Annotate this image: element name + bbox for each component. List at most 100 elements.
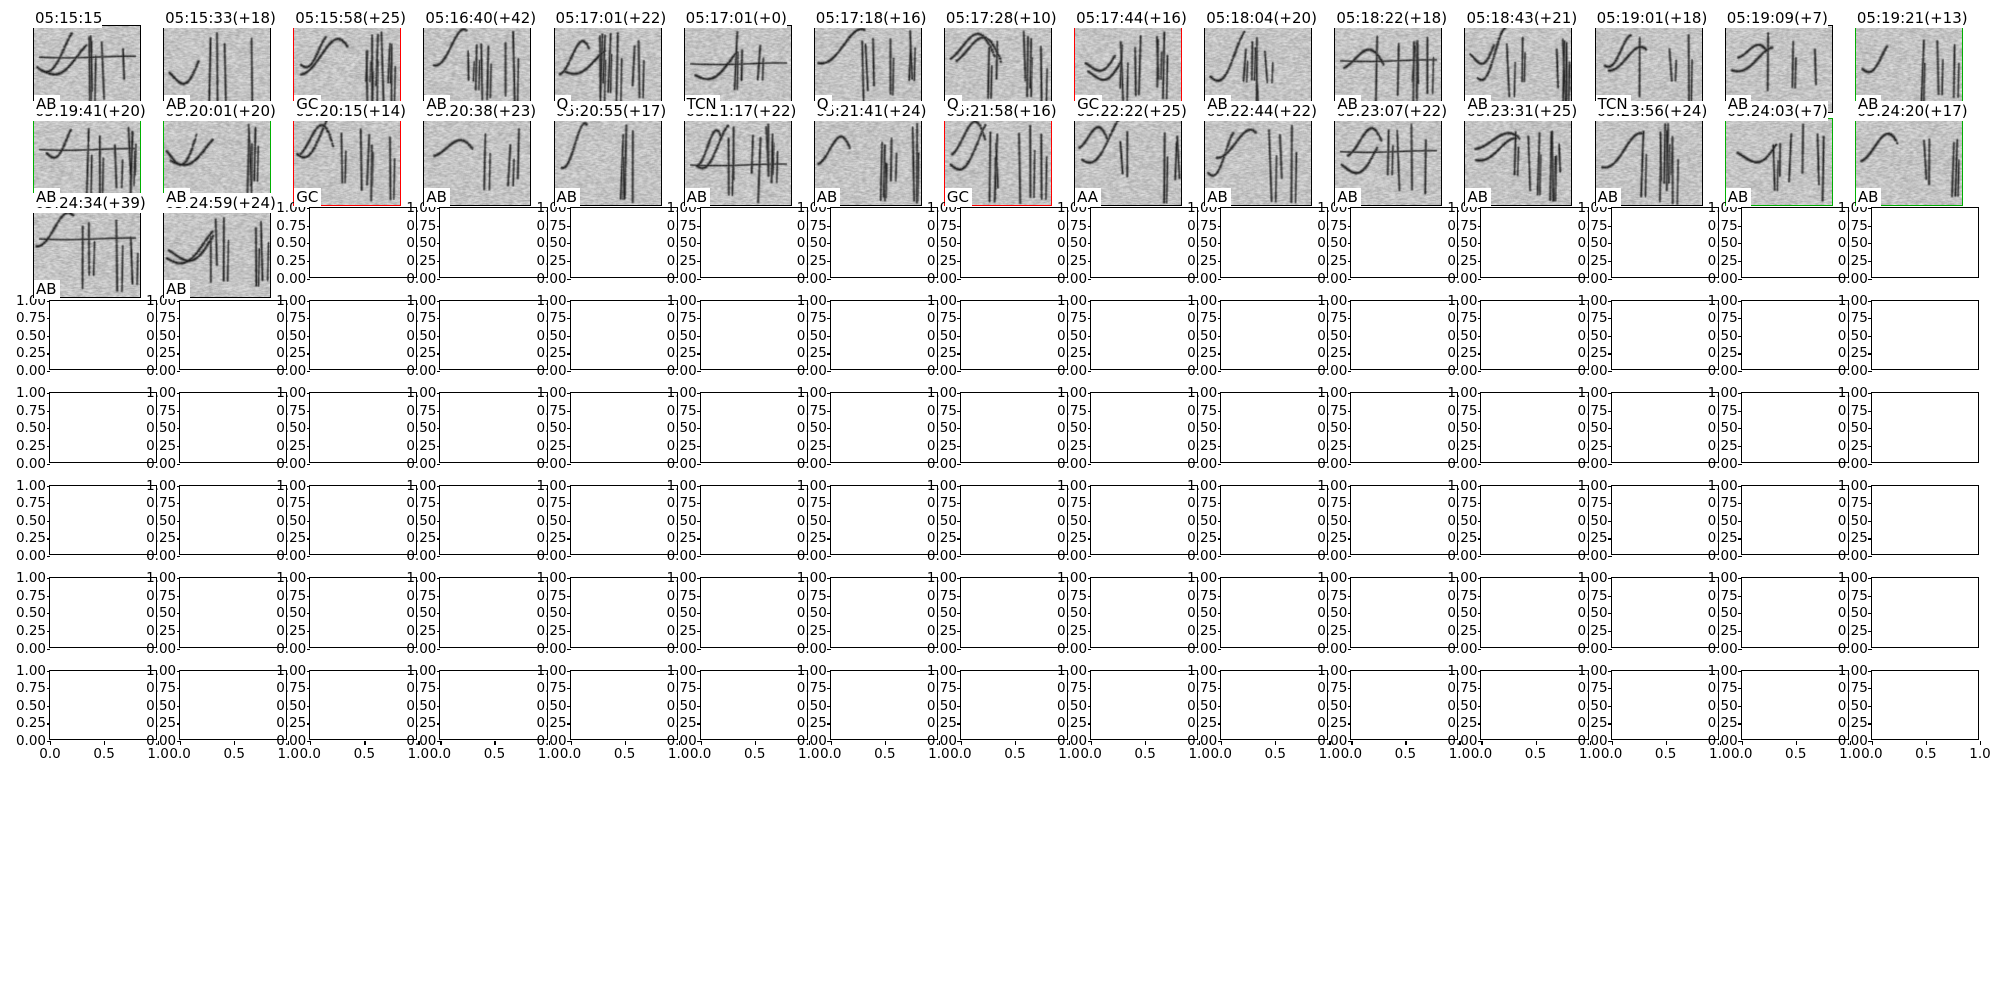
spectrogram-panel[interactable]: 05:16:40(+42) AB	[423, 8, 537, 114]
spectrogram-panel[interactable]: 05:24:34(+39) AB	[33, 193, 146, 299]
empty-axes[interactable]: 1.00 0.75 0.50 0.25 0.00	[16, 385, 158, 472]
empty-axes[interactable]: 1.00 0.75 0.50 0.25 0.00	[16, 478, 158, 564]
spectrogram-panel[interactable]: 05:20:15(+14) GC	[293, 100, 406, 207]
empty-axes[interactable]: 1.00 0.75 0.50 0.25 0.00 0.0 0.5 1.0	[406, 663, 559, 763]
spectrogram-panel[interactable]: 05:21:41(+24) AB	[813, 100, 927, 207]
empty-axes[interactable]: 1.00 0.75 0.50 0.25 0.00	[406, 200, 548, 287]
empty-axes[interactable]: 1.00 0.75 0.50 0.25 0.00	[1708, 570, 1849, 657]
empty-axes[interactable]: 1.00 0.75 0.50 0.25 0.00	[667, 200, 808, 287]
empty-axes[interactable]: 1.00 0.75 0.50 0.25 0.00	[927, 478, 1069, 564]
empty-axes[interactable]: 1.00 0.75 0.50 0.25 0.00	[16, 293, 158, 379]
spectrogram-panel[interactable]: 05:18:04(+20) AB	[1204, 8, 1317, 114]
empty-axes[interactable]: 1.00 0.75 0.50 0.25 0.00	[276, 385, 418, 472]
empty-axes[interactable]: 1.00 0.75 0.50 0.25 0.00	[1708, 293, 1849, 379]
spectrogram-panel[interactable]: 05:20:55(+17) AB	[553, 100, 667, 207]
spectrogram-panel[interactable]: 05:19:41(+20) AB	[33, 100, 146, 207]
empty-axes[interactable]: 1.00 0.75 0.50 0.25 0.00 0.0 0.5 1.0	[16, 663, 169, 763]
empty-axes[interactable]: 1.00 0.75 0.50 0.25 0.00	[1447, 385, 1589, 472]
empty-axes[interactable]: 1.00 0.75 0.50 0.25 0.00	[1187, 570, 1329, 657]
empty-axes[interactable]: 1.00 0.75 0.50 0.25 0.00	[1317, 293, 1459, 379]
empty-axes[interactable]: 1.00 0.75 0.50 0.25 0.00	[536, 200, 678, 287]
empty-axes[interactable]: 1.00 0.75 0.50 0.25 0.00	[406, 293, 548, 379]
empty-axes[interactable]: 1.00 0.75 0.50 0.25 0.00	[1057, 478, 1199, 564]
empty-axes[interactable]: 1.00 0.75 0.50 0.25 0.00	[1317, 570, 1459, 657]
empty-axes[interactable]: 1.00 0.75 0.50 0.25 0.00	[276, 478, 418, 564]
empty-axes[interactable]: 1.00 0.75 0.50 0.25 0.00	[1447, 293, 1589, 379]
empty-axes[interactable]: 1.00 0.75 0.50 0.25 0.00	[1838, 385, 1979, 472]
empty-axes[interactable]: 1.00 0.75 0.50 0.25 0.00	[1578, 570, 1719, 657]
spectrogram-panel[interactable]: 05:24:20(+17) AB	[1854, 100, 1968, 207]
empty-axes[interactable]: 1.00 0.75 0.50 0.25 0.00	[1317, 200, 1459, 287]
empty-axes[interactable]: 1.00 0.75 0.50 0.25 0.00	[276, 570, 418, 657]
empty-axes[interactable]: 1.00 0.75 0.50 0.25 0.00	[1317, 385, 1459, 472]
empty-axes[interactable]: 1.00 0.75 0.50 0.25 0.00	[1447, 200, 1589, 287]
spectrogram-panel[interactable]: 05:22:44(+22) AB	[1204, 100, 1317, 207]
empty-axes[interactable]: 1.00 0.75 0.50 0.25 0.00	[1578, 200, 1719, 287]
empty-axes[interactable]: 1.00 0.75 0.50 0.25 0.00	[406, 478, 548, 564]
empty-axes[interactable]: 1.00 0.75 0.50 0.25 0.00	[1578, 385, 1719, 472]
empty-axes[interactable]: 1.00 0.75 0.50 0.25 0.00	[146, 478, 288, 564]
empty-axes[interactable]: 1.00 0.75 0.50 0.25 0.00	[536, 478, 678, 564]
empty-axes[interactable]: 1.00 0.75 0.50 0.25 0.00	[16, 570, 158, 657]
empty-axes[interactable]: 1.00 0.75 0.50 0.25 0.00 0.0 0.5 1.0	[1187, 663, 1340, 763]
spectrogram-panel[interactable]: 05:17:01(+0) TCN	[683, 8, 792, 114]
empty-axes[interactable]: 1.00 0.75 0.50 0.25 0.00	[1057, 570, 1199, 657]
spectrogram-panel[interactable]: 05:18:22(+18) AB	[1334, 8, 1448, 114]
spectrogram-panel[interactable]: 05:17:28(+10) Q	[943, 8, 1057, 114]
spectrogram-panel[interactable]: 05:21:58(+16) GC	[943, 100, 1057, 207]
empty-axes[interactable]: 1.00 0.75 0.50 0.25 0.00	[1187, 478, 1329, 564]
empty-axes[interactable]: 1.00 0.75 0.50 0.25 0.00	[1187, 200, 1329, 287]
spectrogram-panel[interactable]: 05:24:03(+7) AB	[1724, 100, 1833, 207]
spectrogram-panel[interactable]: 05:21:17(+22) AB	[683, 100, 797, 207]
spectrogram-panel[interactable]: 05:20:38(+23) AB	[423, 100, 537, 207]
empty-axes[interactable]: 1.00 0.75 0.50 0.25 0.00 0.0 0.5 1.0	[1317, 663, 1470, 763]
empty-axes[interactable]: 1.00 0.75 0.50 0.25 0.00	[146, 293, 288, 379]
empty-axes[interactable]: 1.00 0.75 0.50 0.25 0.00	[1317, 478, 1459, 564]
empty-axes[interactable]: 1.00 0.75 0.50 0.25 0.00 0.0 0.5 1.0	[276, 663, 429, 763]
spectrogram-panel[interactable]: 05:15:33(+18) AB	[163, 8, 276, 114]
empty-axes[interactable]: 1.00 0.75 0.50 0.25 0.00	[1708, 200, 1849, 287]
empty-axes[interactable]: 1.00 0.75 0.50 0.25 0.00	[797, 385, 938, 472]
empty-axes[interactable]: 1.00 0.75 0.50 0.25 0.00	[1187, 385, 1329, 472]
empty-axes[interactable]: 1.00 0.75 0.50 0.25 0.00	[927, 293, 1069, 379]
spectrogram-panel[interactable]: 05:23:31(+25) AB	[1464, 100, 1578, 207]
empty-axes[interactable]: 1.00 0.75 0.50 0.25 0.00	[667, 570, 808, 657]
empty-axes[interactable]: 1.00 0.75 0.50 0.25 0.00	[276, 293, 418, 379]
empty-axes[interactable]: 1.00 0.75 0.50 0.25 0.00	[1057, 385, 1199, 472]
empty-axes[interactable]: 1.00 0.75 0.50 0.25 0.00	[667, 478, 808, 564]
empty-axes[interactable]: 1.00 0.75 0.50 0.25 0.00	[797, 200, 938, 287]
spectrogram-panel[interactable]: 05:17:01(+22) Q	[553, 8, 667, 114]
spectrogram-panel[interactable]: 05:22:22(+25) AA	[1074, 100, 1187, 207]
spectrogram-panel[interactable]: 05:19:21(+13) AB	[1854, 8, 1968, 114]
empty-axes[interactable]: 1.00 0.75 0.50 0.25 0.00	[927, 570, 1069, 657]
spectrogram-panel[interactable]: 05:15:58(+25) GC	[293, 8, 406, 114]
empty-axes[interactable]: 1.00 0.75 0.50 0.25 0.00	[1578, 293, 1719, 379]
empty-axes[interactable]: 1.00 0.75 0.50 0.25 0.00	[667, 293, 808, 379]
empty-axes[interactable]: 1.00 0.75 0.50 0.25 0.00 0.0 0.5 1.0	[1708, 663, 1861, 763]
empty-axes[interactable]: 1.00 0.75 0.50 0.25 0.00	[1057, 293, 1199, 379]
spectrogram-panel[interactable]: 05:15:15 AB	[33, 8, 141, 114]
empty-axes[interactable]: 1.00 0.75 0.50 0.25 0.00	[1838, 478, 1979, 564]
empty-axes[interactable]: 1.00 0.75 0.50 0.25 0.00 0.0 0.5 1.0	[536, 663, 689, 763]
empty-axes[interactable]: 1.00 0.75 0.50 0.25 0.00 0.0 0.5 1.0	[146, 663, 299, 763]
empty-axes[interactable]: 1.00 0.75 0.50 0.25 0.00	[1578, 478, 1719, 564]
spectrogram-panel[interactable]: 05:24:59(+24) AB	[163, 193, 276, 299]
spectrogram-panel[interactable]: 05:17:18(+16) Q	[813, 8, 927, 114]
empty-axes[interactable]: 1.00 0.75 0.50 0.25 0.00	[536, 570, 678, 657]
empty-axes[interactable]: 1.00 0.75 0.50 0.25 0.00	[146, 385, 288, 472]
empty-axes[interactable]: 1.00 0.75 0.50 0.25 0.00	[536, 385, 678, 472]
spectrogram-panel[interactable]: 05:23:07(+22) AB	[1334, 100, 1448, 207]
empty-axes[interactable]: 1.00 0.75 0.50 0.25 0.00 0.0 0.5 1.0	[797, 663, 950, 763]
spectrogram-panel[interactable]: 05:23:56(+24) AB	[1594, 100, 1708, 207]
empty-axes[interactable]: 1.00 0.75 0.50 0.25 0.00	[536, 293, 678, 379]
empty-axes[interactable]: 1.00 0.75 0.50 0.25 0.00	[797, 478, 938, 564]
empty-axes[interactable]: 1.00 0.75 0.50 0.25 0.00	[1838, 570, 1979, 657]
empty-axes[interactable]: 1.00 0.75 0.50 0.25 0.00	[1187, 293, 1329, 379]
empty-axes[interactable]: 1.00 0.75 0.50 0.25 0.00	[406, 570, 548, 657]
empty-axes[interactable]: 1.00 0.75 0.50 0.25 0.00	[1447, 478, 1589, 564]
empty-axes[interactable]: 1.00 0.75 0.50 0.25 0.00	[1708, 478, 1849, 564]
spectrogram-panel[interactable]: 05:20:01(+20) AB	[163, 100, 276, 207]
spectrogram-panel[interactable]: 05:19:01(+18) TCN	[1594, 8, 1708, 114]
empty-axes[interactable]: 1.00 0.75 0.50 0.25 0.00 0.0 0.5 1.0	[1578, 663, 1731, 763]
empty-axes[interactable]: 1.00 0.75 0.50 0.25 0.00 0.0 0.5 1.0	[1057, 663, 1210, 763]
